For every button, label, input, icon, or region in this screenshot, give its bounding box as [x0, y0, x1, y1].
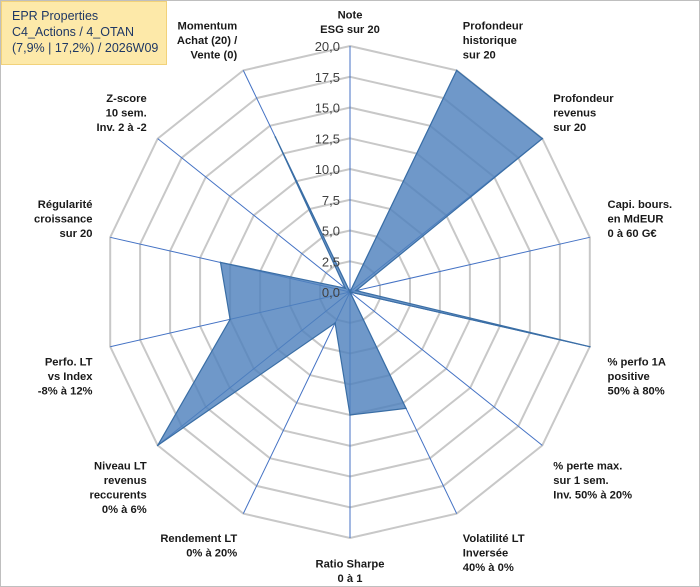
tick-label: 2,5: [322, 254, 340, 269]
data-point: [455, 69, 458, 72]
axis-label: Momentum Achat (20) / Vente (0): [177, 21, 238, 62]
axis-label: % perte max. sur 1 sem. Inv. 50% à 20%: [553, 461, 632, 502]
tick-label: 20,0: [315, 39, 340, 54]
data-point: [274, 136, 277, 138]
series-area: [157, 69, 590, 446]
data-point: [349, 291, 351, 293]
data-point: [344, 287, 347, 290]
data-point: [355, 289, 357, 292]
tick-label: 15,0: [315, 101, 340, 116]
axis-label: Perfo. LT vs Index -8% à 12%: [38, 356, 94, 397]
data-point: [349, 414, 351, 416]
axis-label: Note ESG sur 20: [320, 10, 380, 37]
axis-label: Régularité croissance sur 20: [34, 199, 92, 240]
title-line-category: C4_Actions / 4_OTAN: [12, 25, 135, 39]
data-point: [334, 322, 336, 324]
title-line-company: EPR Properties: [12, 9, 99, 23]
axis-label: Capi. bours. en MdEUR 0 à 60 G€: [608, 199, 673, 240]
axis-label: % perfo 1A positive 50% à 80%: [608, 356, 666, 397]
data-point: [541, 137, 544, 140]
data-point: [589, 345, 591, 348]
axis-label: Profondeur revenus sur 20: [553, 93, 614, 134]
data-point: [229, 318, 231, 321]
axis-spoke: [157, 138, 351, 293]
axis-spoke: [349, 236, 590, 293]
tick-label: 7,5: [322, 193, 340, 208]
tick-label: 5,0: [322, 224, 340, 239]
data-point: [156, 444, 159, 447]
chart-title-box: EPR Properties C4_Actions / 4_OTAN (7,9%…: [1, 1, 167, 65]
tick-label: 17,5: [315, 70, 340, 85]
axis-label: Profondeur historique sur 20: [463, 21, 524, 62]
axis-label: Ratio Sharpe 0 à 1: [315, 559, 384, 586]
axis-label: Niveau LT revenus reccurents 0% à 6%: [89, 461, 146, 516]
data-point: [219, 261, 222, 264]
tick-label: 10,0: [315, 162, 340, 177]
axis-spoke: [242, 291, 351, 514]
axis-label: Volatilité LT Inversée 40% à 0%: [463, 533, 525, 574]
data-point: [405, 407, 407, 410]
title-line-stats: (7,9% | 17,2%) / 2026W09: [12, 41, 159, 55]
axis-label: Rendement LT 0% à 20%: [160, 533, 237, 560]
axis-spoke: [349, 291, 543, 446]
axis-label: Z-score 10 sem. Inv. 2 à -2: [97, 93, 147, 134]
tick-label: 0,0: [322, 285, 340, 300]
radar-tick-labels: 0,0 2,5 5,0 7,5 10,0 12,5 15,0 17,5 20,0: [315, 39, 340, 300]
radar-series: [156, 69, 591, 447]
radar-axis-labels: Note ESG sur 20 Profondeur historique sur 20…: [34, 10, 672, 586]
tick-label: 12,5: [315, 131, 340, 146]
